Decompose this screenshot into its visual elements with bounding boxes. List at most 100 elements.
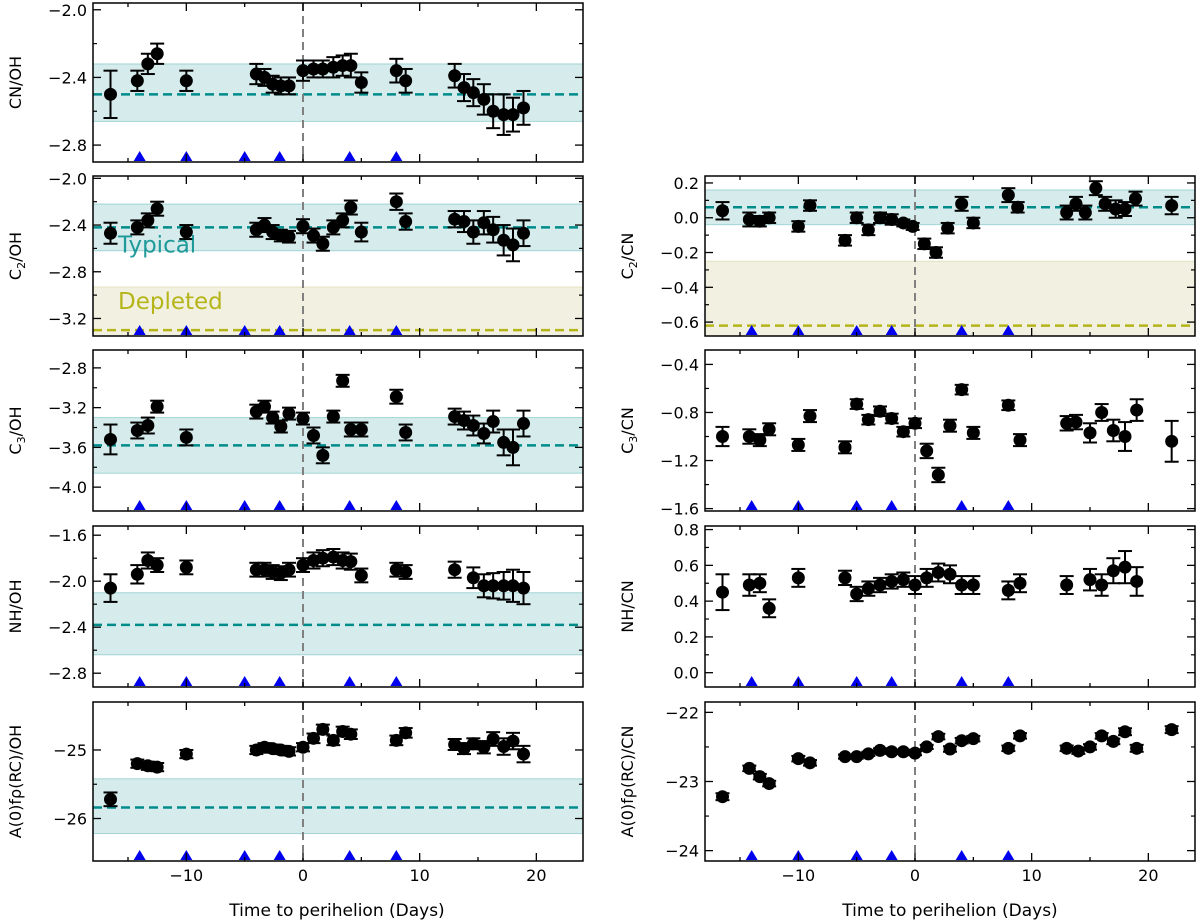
data-point bbox=[885, 574, 899, 588]
y-axis-label: C2/CN bbox=[618, 233, 640, 280]
data-point bbox=[873, 578, 887, 592]
data-point bbox=[179, 747, 193, 761]
data-point bbox=[1069, 415, 1083, 429]
x-tick-label: −10 bbox=[169, 866, 203, 885]
data-point bbox=[1109, 202, 1123, 216]
data-point bbox=[296, 558, 310, 572]
epoch-triangle-marker bbox=[885, 500, 898, 510]
data-point bbox=[1118, 202, 1132, 216]
data-point bbox=[873, 211, 887, 225]
panel-grid: −2.8 −2.4 −2.0 CN/OH Typical Depleted −3.2 −2.8… bbox=[6, 1, 1196, 885]
data-point bbox=[943, 742, 957, 756]
epoch-triangle-marker bbox=[238, 151, 251, 161]
axes-frame bbox=[92, 175, 584, 337]
epoch-triangle-marker bbox=[133, 325, 146, 335]
epoch-triangle-marker bbox=[343, 325, 356, 335]
data-point bbox=[506, 108, 520, 122]
epoch-triangle-marker bbox=[343, 676, 356, 686]
data-point bbox=[1001, 741, 1015, 755]
data-point bbox=[762, 211, 776, 225]
data-point bbox=[130, 220, 144, 234]
data-point bbox=[1130, 574, 1144, 588]
y-tick-label: −3.2 bbox=[48, 309, 87, 328]
typical-band-label: Typical bbox=[117, 233, 196, 259]
data-point bbox=[742, 578, 756, 592]
data-point bbox=[955, 383, 969, 397]
panel-afrho-oh: −10 0 10 20 −26 −25 A(0)fρ(RC)/OH bbox=[6, 701, 584, 885]
data-point bbox=[716, 204, 729, 218]
data-point bbox=[931, 566, 945, 580]
data-point bbox=[803, 199, 817, 213]
y-tick-label: −2.4 bbox=[48, 216, 87, 235]
data-point bbox=[457, 215, 471, 229]
panel-plot-area bbox=[93, 350, 583, 511]
epoch-triangle-marker bbox=[390, 151, 403, 161]
data-point bbox=[1106, 734, 1120, 748]
data-point bbox=[1095, 729, 1109, 743]
data-point bbox=[150, 558, 164, 572]
data-point bbox=[150, 760, 164, 774]
data-point bbox=[486, 415, 500, 429]
epoch-triangle-marker bbox=[273, 676, 286, 686]
data-point bbox=[753, 433, 767, 447]
depleted-band bbox=[705, 260, 1195, 336]
epoch-triangle-marker bbox=[133, 850, 146, 860]
y-tick-label: 0.2 bbox=[674, 174, 699, 193]
data-point bbox=[130, 567, 144, 581]
epoch-triangle-marker bbox=[238, 850, 251, 860]
epoch-triangle-marker bbox=[745, 325, 758, 335]
data-point bbox=[466, 571, 480, 585]
data-point bbox=[506, 440, 520, 454]
epoch-triangle-marker bbox=[1002, 500, 1015, 510]
panel-c3-cn: −1.6 −1.2 −0.8 −0.4 C3/CN bbox=[618, 349, 1196, 519]
y-tick-label: −0.4 bbox=[660, 278, 699, 297]
epoch-triangle-marker bbox=[955, 500, 968, 510]
y-tick-label: −2.0 bbox=[48, 169, 87, 188]
data-point bbox=[803, 756, 817, 770]
data-point bbox=[920, 740, 934, 754]
y-tick-label: −26 bbox=[53, 810, 87, 829]
data-point bbox=[906, 219, 920, 233]
data-point bbox=[466, 419, 480, 433]
data-point bbox=[1060, 206, 1074, 220]
data-point bbox=[477, 216, 491, 230]
data-point bbox=[486, 732, 500, 746]
x-tick-label: 10 bbox=[409, 866, 429, 885]
y-tick-label: −2.0 bbox=[48, 1, 87, 20]
data-point bbox=[274, 420, 288, 434]
y-tick-label: −2.4 bbox=[48, 68, 87, 87]
data-point bbox=[791, 752, 805, 766]
data-point bbox=[506, 734, 520, 748]
y-axis-label: NH/OH bbox=[6, 579, 25, 633]
data-point bbox=[130, 424, 144, 437]
epoch-triangle-marker bbox=[885, 676, 898, 686]
data-point bbox=[399, 425, 413, 439]
data-point bbox=[1095, 578, 1109, 592]
data-point bbox=[344, 727, 358, 741]
panel-plot-area bbox=[705, 176, 1195, 336]
data-point bbox=[486, 104, 500, 118]
data-point bbox=[466, 737, 480, 751]
data-point bbox=[179, 225, 193, 239]
data-point bbox=[486, 223, 500, 237]
axes-frame bbox=[92, 525, 584, 688]
epoch-triangle-marker bbox=[955, 325, 968, 335]
data-point bbox=[920, 444, 934, 458]
y-tick-label: 0.0 bbox=[674, 209, 699, 228]
data-point bbox=[1013, 729, 1027, 743]
data-point bbox=[104, 792, 117, 806]
data-point bbox=[258, 400, 271, 414]
epoch-triangle-marker bbox=[273, 151, 286, 161]
data-point bbox=[141, 419, 155, 433]
panel-plot-area bbox=[93, 3, 583, 162]
epoch-triangle-marker bbox=[850, 500, 863, 510]
x-tick-label: 0 bbox=[298, 866, 308, 885]
panel-plot-area bbox=[93, 526, 583, 687]
data-point bbox=[966, 216, 980, 230]
epoch-triangle-marker bbox=[1002, 850, 1015, 860]
data-point bbox=[791, 438, 805, 452]
y-tick-label: −1.6 bbox=[48, 526, 87, 545]
data-point bbox=[354, 568, 368, 582]
data-point bbox=[336, 374, 350, 388]
